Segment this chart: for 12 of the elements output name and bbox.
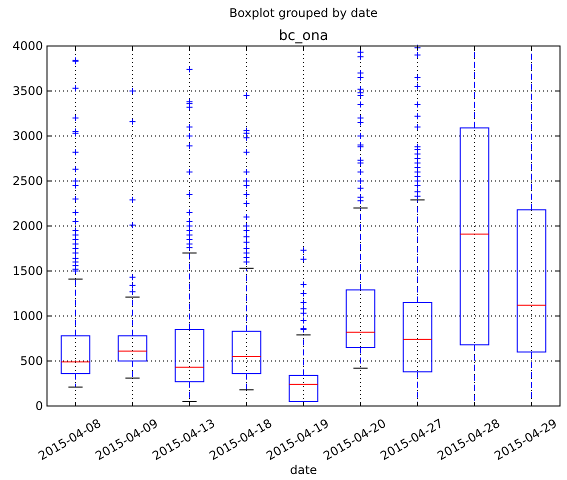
y-tick-label: 3000 [12,129,43,143]
y-tick-label: 500 [20,354,43,368]
y-tick-label: 2000 [12,219,43,233]
y-tick-label: 2500 [12,174,43,188]
chart-subtitle: Boxplot grouped by date [229,6,378,20]
y-tick-label: 4000 [12,39,43,53]
x-axis-title: date [290,463,318,477]
y-tick-label: 0 [35,399,43,413]
chart-title: bc_ona [278,28,328,44]
y-tick-label: 1000 [12,309,43,323]
y-tick-label: 3500 [12,84,43,98]
y-tick-label: 1500 [12,264,43,278]
